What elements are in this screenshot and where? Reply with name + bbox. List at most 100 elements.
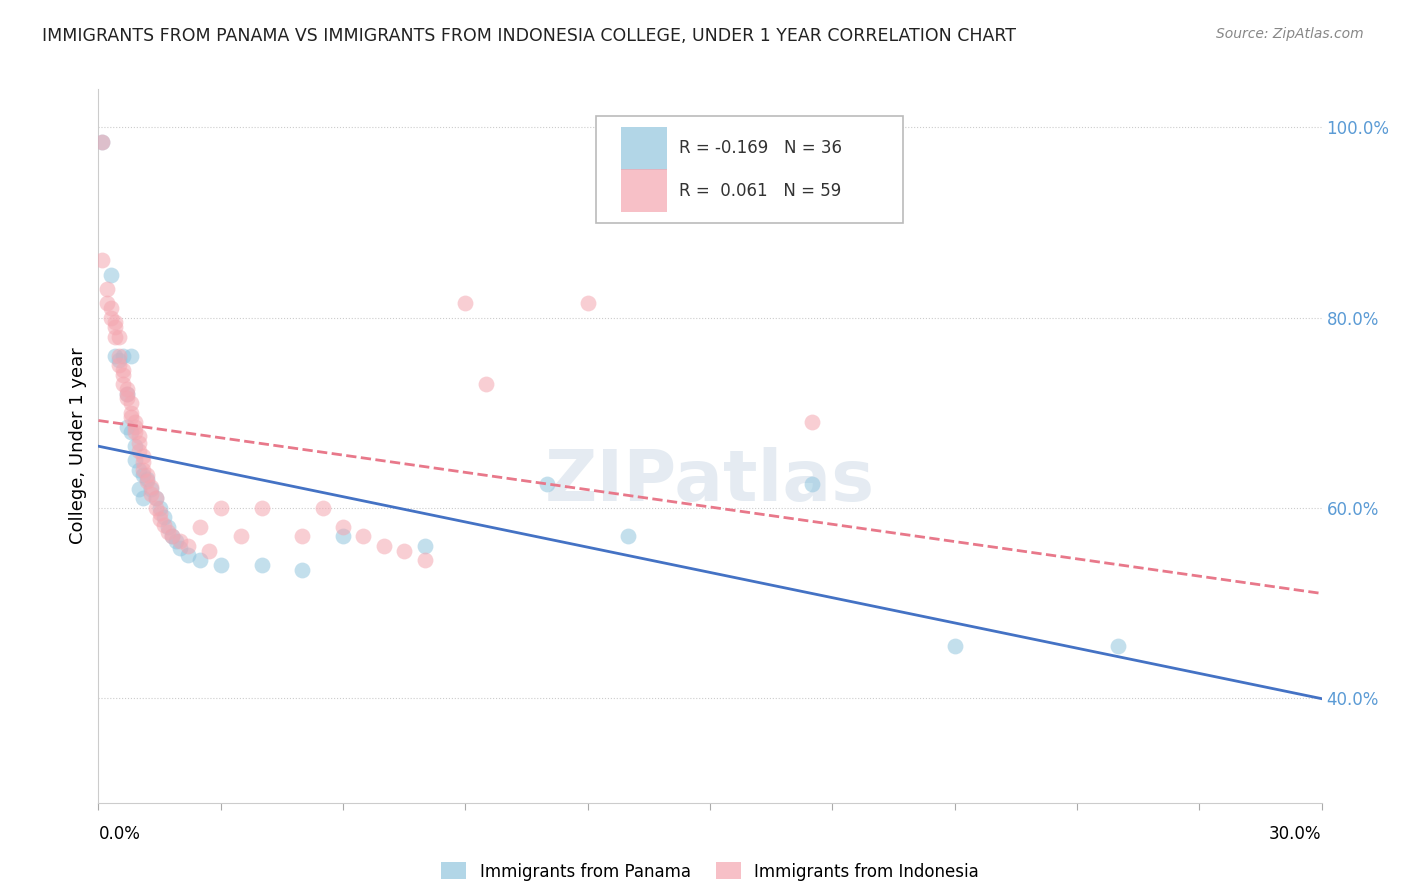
Point <box>124 439 146 453</box>
Point <box>413 553 436 567</box>
Point <box>209 500 232 515</box>
Point <box>132 449 155 463</box>
Point <box>141 486 163 500</box>
Point <box>111 349 134 363</box>
Point <box>128 436 150 450</box>
Point <box>152 518 174 533</box>
Point <box>177 549 200 563</box>
Point <box>141 480 163 494</box>
Point <box>100 310 122 325</box>
Point <box>801 477 824 491</box>
Point <box>209 558 232 572</box>
Point <box>132 467 155 482</box>
Y-axis label: College, Under 1 year: College, Under 1 year <box>69 348 87 544</box>
Point <box>108 349 131 363</box>
Point <box>91 253 114 268</box>
Point <box>104 320 127 334</box>
Point <box>801 415 824 429</box>
Point <box>120 425 142 439</box>
Bar <box>620 127 668 169</box>
Point <box>115 392 138 406</box>
Point <box>124 425 146 439</box>
Point <box>169 541 191 555</box>
Point <box>120 396 142 410</box>
Point <box>197 543 219 558</box>
Point <box>120 406 142 420</box>
Point <box>250 558 273 572</box>
Point <box>156 524 179 539</box>
Point <box>145 491 167 506</box>
Point <box>160 529 183 543</box>
Point <box>413 539 436 553</box>
Point <box>128 443 150 458</box>
Point <box>352 529 374 543</box>
Point <box>128 463 150 477</box>
Point <box>104 315 127 329</box>
Point <box>188 553 212 567</box>
Point <box>128 482 150 496</box>
Point <box>136 474 159 488</box>
Point <box>132 491 155 506</box>
Point <box>165 534 187 549</box>
Point <box>132 463 155 477</box>
Point <box>454 296 477 310</box>
Point <box>943 639 966 653</box>
Point <box>100 301 122 315</box>
Point <box>291 529 314 543</box>
Point <box>120 410 142 425</box>
Point <box>120 349 142 363</box>
Point <box>108 358 131 372</box>
Point <box>291 563 314 577</box>
Point <box>104 349 127 363</box>
Point <box>96 296 118 310</box>
Point <box>111 368 134 382</box>
Point <box>108 353 131 368</box>
Point <box>250 500 273 515</box>
Point <box>124 420 146 434</box>
Point <box>115 420 138 434</box>
Point <box>1107 639 1129 653</box>
Point <box>108 329 131 343</box>
Point <box>156 520 179 534</box>
Point <box>132 455 155 469</box>
Text: Source: ZipAtlas.com: Source: ZipAtlas.com <box>1216 27 1364 41</box>
Point <box>115 386 138 401</box>
Point <box>149 506 172 520</box>
Point <box>332 529 354 543</box>
Point <box>332 520 354 534</box>
Point <box>115 386 138 401</box>
Text: 30.0%: 30.0% <box>1270 825 1322 843</box>
Bar <box>620 169 668 212</box>
Text: IMMIGRANTS FROM PANAMA VS IMMIGRANTS FROM INDONESIA COLLEGE, UNDER 1 YEAR CORREL: IMMIGRANTS FROM PANAMA VS IMMIGRANTS FRO… <box>42 27 1017 45</box>
Point <box>136 467 159 482</box>
Point <box>169 534 191 549</box>
Point <box>576 296 599 310</box>
Point <box>100 268 122 282</box>
Text: 0.0%: 0.0% <box>98 825 141 843</box>
Legend: Immigrants from Panama, Immigrants from Indonesia: Immigrants from Panama, Immigrants from … <box>434 855 986 888</box>
Point <box>188 520 212 534</box>
Point <box>111 377 134 392</box>
Point <box>115 382 138 396</box>
Point <box>177 539 200 553</box>
Point <box>231 529 253 543</box>
Point <box>141 482 163 496</box>
Point <box>111 363 134 377</box>
Point <box>91 135 114 149</box>
Point <box>152 510 174 524</box>
Text: R =  0.061   N = 59: R = 0.061 N = 59 <box>679 182 842 200</box>
Point <box>392 543 416 558</box>
Point <box>124 415 146 429</box>
Point <box>145 500 167 515</box>
Point <box>91 135 114 149</box>
Point <box>128 429 150 443</box>
Point <box>312 500 335 515</box>
Point <box>474 377 498 392</box>
Point <box>104 329 127 343</box>
Point <box>96 282 118 296</box>
Point <box>149 512 172 526</box>
Point <box>536 477 558 491</box>
Point <box>617 529 640 543</box>
Text: R = -0.169   N = 36: R = -0.169 N = 36 <box>679 139 842 157</box>
Point <box>145 491 167 506</box>
